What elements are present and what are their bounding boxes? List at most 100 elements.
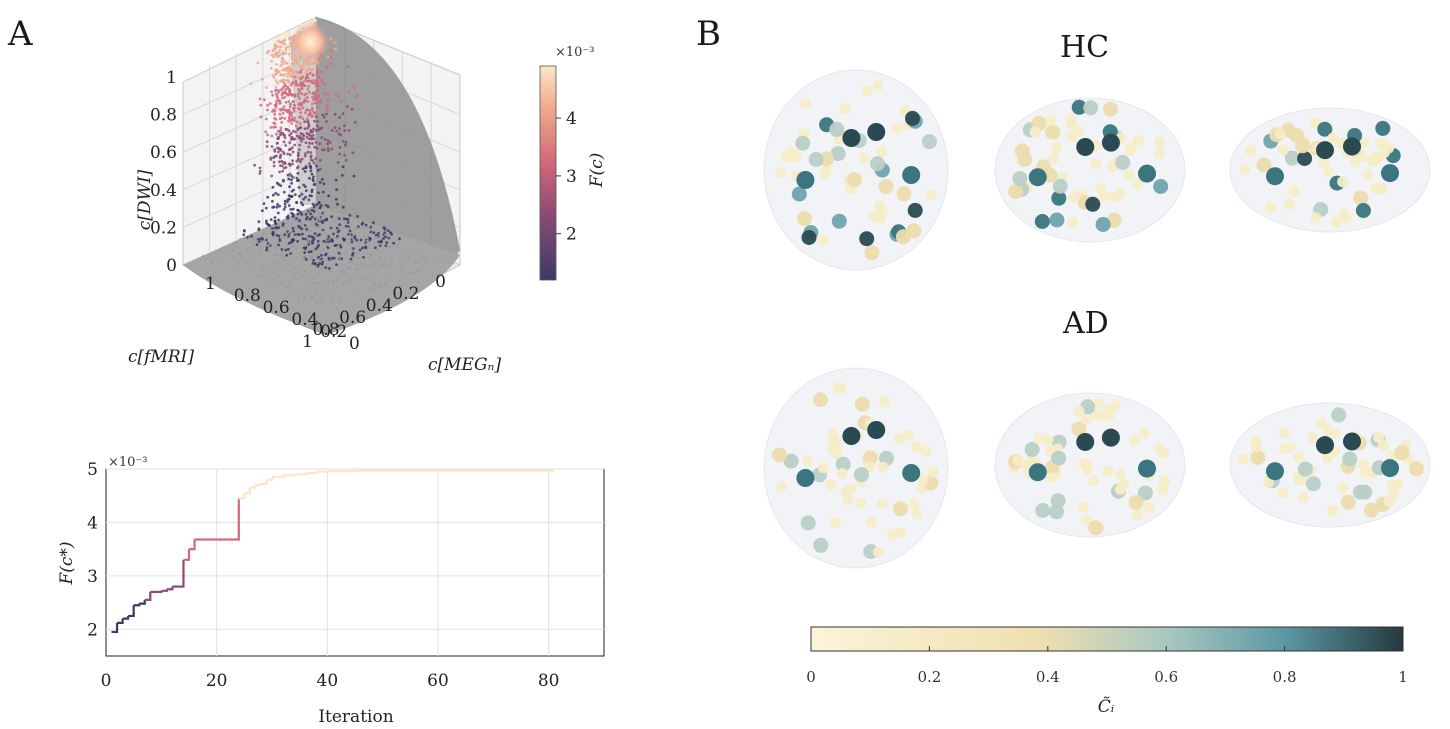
scatter-point <box>284 279 287 282</box>
brain-node <box>1125 142 1137 154</box>
scatter-point <box>246 247 249 250</box>
brain-hub-node <box>1343 432 1361 451</box>
brain-hub-node <box>1381 459 1399 478</box>
scatter-point <box>309 304 312 307</box>
brain-node <box>1297 461 1313 477</box>
scatter-point <box>391 260 394 263</box>
brain-node <box>894 527 906 539</box>
scatter-point <box>347 242 350 245</box>
scatter-point <box>309 229 312 232</box>
scatter-point <box>327 194 331 198</box>
scatter-point <box>314 209 317 212</box>
scatter-point <box>277 262 280 265</box>
scatter-point <box>338 116 341 119</box>
scatter-point <box>306 291 309 294</box>
brain-node <box>1288 185 1300 197</box>
scatter-point <box>360 222 364 226</box>
scatter-point <box>282 208 286 211</box>
scatter-point <box>341 165 345 169</box>
brain-node <box>1310 212 1322 224</box>
scatter-point <box>279 126 283 130</box>
scatter-point <box>281 111 285 115</box>
scatter-point <box>322 182 326 186</box>
scatter-point <box>236 258 239 261</box>
scatter-point <box>324 203 328 207</box>
scatter-point <box>303 251 307 254</box>
scatter-point <box>295 227 297 230</box>
scatter-point <box>309 151 313 154</box>
scatter-point <box>317 297 320 300</box>
scatter-point <box>377 238 380 241</box>
scatter-point <box>233 256 236 259</box>
scatter-point <box>306 126 310 130</box>
scatter-point <box>275 254 278 257</box>
scatter-point <box>386 278 389 281</box>
scatter-point <box>264 206 268 210</box>
scatter-point <box>265 221 268 225</box>
brain-node <box>1095 217 1111 232</box>
axis-dwi-ticks: 0 0.2 0.4 0.6 0.8 1 <box>150 68 177 276</box>
scatter-point <box>260 274 263 276</box>
scatter-point <box>257 220 261 224</box>
scatter-point <box>325 236 328 239</box>
scatter-point <box>376 235 379 238</box>
scatter-point <box>344 220 347 223</box>
scatter-point <box>252 239 255 242</box>
scatter-point <box>210 260 213 263</box>
scatter-point <box>272 164 276 168</box>
scatter-point <box>323 138 327 141</box>
scatter-point <box>299 210 302 214</box>
scatter-point <box>299 67 303 71</box>
scatter-point <box>330 147 334 151</box>
scatter-point <box>298 194 301 198</box>
scatter-point <box>404 248 407 251</box>
scatter-point <box>340 99 344 103</box>
scatter-point <box>373 282 376 285</box>
scatter-point <box>361 246 365 250</box>
scatter-point <box>299 70 302 74</box>
scatter-point <box>265 246 269 250</box>
tick-dwi: 0.8 <box>150 106 177 126</box>
scatter-point <box>340 273 343 276</box>
scatter-point <box>304 237 307 241</box>
scatter-point <box>310 224 313 227</box>
scatter-point <box>273 216 277 219</box>
scatter-point <box>265 219 268 223</box>
scatter-point <box>290 81 294 84</box>
scatter-point <box>317 201 321 204</box>
scatter-point <box>292 244 295 247</box>
scatter-point <box>339 255 342 257</box>
scatter-point <box>253 163 256 167</box>
scatter-point <box>297 178 300 182</box>
scatter-point <box>317 225 320 228</box>
brain-hub-node <box>1101 133 1120 152</box>
scatter-point <box>291 297 293 300</box>
brain-node <box>829 121 845 137</box>
scatter-point <box>274 79 278 83</box>
scatter-point <box>296 157 300 161</box>
scatter-point <box>301 75 305 79</box>
scatter-point <box>276 37 279 41</box>
scatter-point <box>315 233 318 236</box>
scatter-point <box>363 238 366 241</box>
scatter-point <box>265 248 268 252</box>
scatter-point <box>394 269 397 271</box>
scatter-point <box>290 178 293 182</box>
scatter-point <box>282 85 286 89</box>
scatter-point <box>302 66 305 70</box>
scatter-point <box>274 86 278 89</box>
scatter-point <box>308 68 312 71</box>
brain-node <box>1103 409 1115 421</box>
scatter-point <box>299 288 301 290</box>
brain-node <box>1128 495 1144 511</box>
scatter-point <box>276 193 280 197</box>
brain-node <box>1369 155 1381 167</box>
scatter-point <box>259 115 263 119</box>
scatter-point <box>347 266 350 269</box>
scatter-point <box>297 88 301 91</box>
scatter-point <box>351 237 354 240</box>
scatter-point <box>315 255 318 258</box>
scatter-point <box>401 271 404 274</box>
scatter-point <box>239 238 242 241</box>
